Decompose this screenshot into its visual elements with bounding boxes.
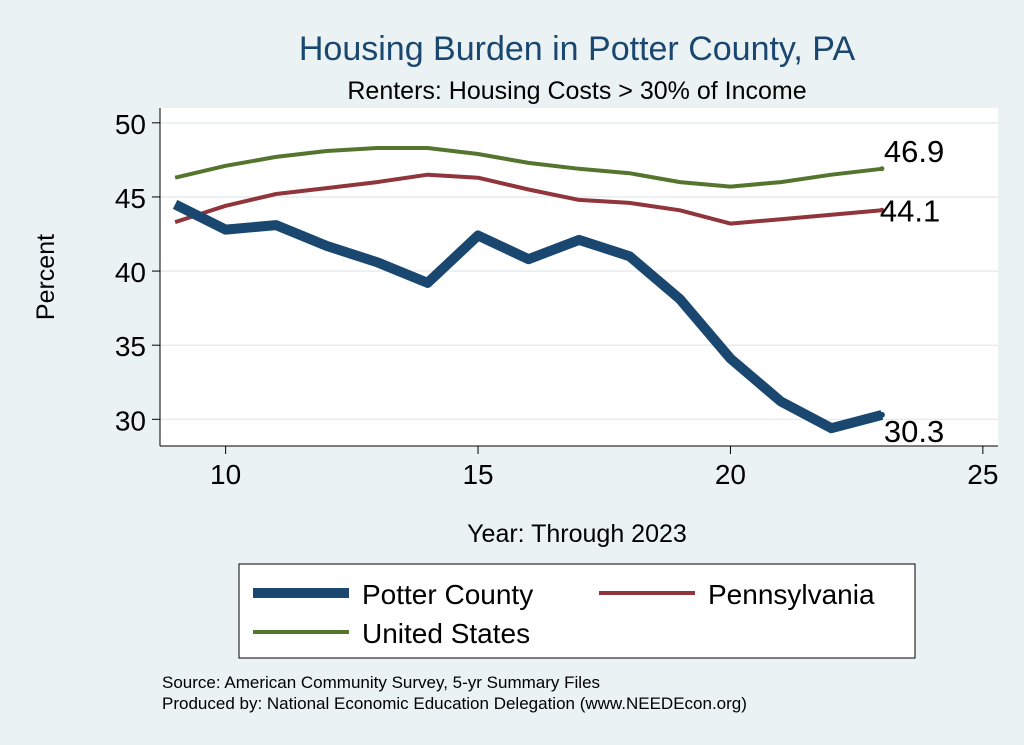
- y-axis-label: Percent: [32, 234, 60, 320]
- legend-label-us: United States: [362, 618, 530, 649]
- x-tick-label: 15: [462, 459, 493, 490]
- chart-subtitle: Renters: Housing Costs > 30% of Income: [347, 77, 806, 105]
- end-label-potter-county: 30.3: [884, 414, 944, 449]
- end-label-pennsylvania: 44.1: [880, 193, 940, 228]
- x-tick-label: 20: [715, 459, 746, 490]
- x-tick-label: 10: [210, 459, 241, 490]
- chart-title: Housing Burden in Potter County, PA: [299, 30, 856, 68]
- series-end-point: [879, 166, 885, 172]
- series-end-point: [879, 207, 885, 213]
- y-tick-label: 45: [115, 183, 146, 214]
- legend-label-pennsylvania: Pennsylvania: [708, 579, 875, 610]
- y-tick-label: 30: [115, 405, 146, 436]
- legend-label-potter: Potter County: [362, 579, 533, 610]
- x-tick-label: 25: [967, 459, 998, 490]
- series-group: [172, 146, 885, 434]
- series-line-united-states: [174, 146, 883, 189]
- series-end-point: [878, 411, 885, 418]
- series-line-potter-county: [172, 199, 884, 434]
- end-labels: 46.9 44.1 30.3: [880, 134, 944, 449]
- plot-area: [160, 108, 998, 446]
- legend-box: [238, 563, 916, 659]
- y-tick-label: 40: [115, 257, 146, 288]
- y-tick-label: 50: [115, 109, 146, 140]
- source-note: Source: American Community Survey, 5-yr …: [162, 673, 600, 692]
- y-tick-label: 35: [115, 331, 146, 362]
- produced-note: Produced by: National Economic Education…: [162, 694, 747, 713]
- legend: Potter County Pennsylvania United States: [238, 563, 916, 659]
- series-line-pennsylvania: [174, 172, 883, 226]
- end-label-united-states: 46.9: [884, 134, 944, 169]
- x-axis-label: Year: Through 2023: [467, 520, 687, 548]
- axes: 30 35 40 45 50 10 15 20 25: [115, 108, 998, 490]
